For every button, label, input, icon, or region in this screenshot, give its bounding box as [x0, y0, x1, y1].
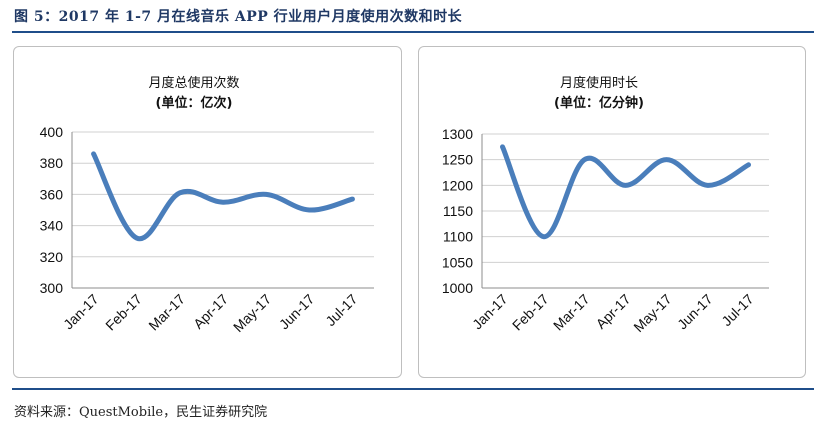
x-tick-label: Jul-17: [718, 291, 756, 329]
x-tick-label: May-17: [230, 291, 274, 335]
plot-area: 300 320 340 360 380 400 Jan-17 Feb-17 Mar-17 Apr-…: [40, 124, 374, 335]
x-tick-label: Feb-17: [509, 291, 552, 334]
x-tick-label: Mar-17: [550, 291, 593, 334]
top-rule: [12, 31, 814, 33]
chart-title: 月度使用时长: [560, 75, 638, 91]
x-tick-label: Apr-17: [593, 291, 634, 332]
y-tick-label: 1250: [442, 152, 473, 168]
chart-subtitle: (单位：亿分钟): [554, 95, 644, 111]
x-tick-label: Apr-17: [190, 291, 231, 332]
y-tick-label: 320: [40, 249, 64, 265]
y-tick-label: 1300: [442, 126, 473, 142]
x-tick-label: Feb-17: [102, 291, 145, 334]
figure-title: 图 5：2017 年 1-7 月在线音乐 APP 行业用户月度使用次数和时长: [14, 9, 463, 25]
chart-title: 月度总使用次数: [148, 75, 239, 91]
chart-panel-usage-duration: 月度使用时长 (单位：亿分钟) 1000 1050 1100 1150 1200 1250…: [418, 46, 806, 378]
source-note: 资料来源：QuestMobile，民生证券研究院: [14, 405, 268, 420]
x-tick-label: Jun-17: [674, 291, 716, 333]
x-tick-label: Jul-17: [322, 291, 360, 329]
y-tick-label: 1150: [443, 203, 473, 219]
y-tick-label: 400: [40, 124, 64, 140]
y-tick-label: 340: [40, 218, 64, 234]
x-tick-label: May-17: [630, 291, 674, 335]
y-tick-label: 300: [40, 280, 64, 296]
y-tick-label: 1050: [442, 254, 473, 270]
chart-usage-count: 月度总使用次数 (单位：亿次) 300 320 340 360 380 400 Jan-17…: [40, 75, 374, 335]
y-tick-label: 1200: [442, 177, 473, 193]
x-tick-label: Jun-17: [276, 291, 318, 333]
y-tick-label: 360: [40, 186, 64, 202]
x-tick-label: Jan-17: [469, 291, 511, 333]
plot-area: 1000 1050 1100 1150 1200 1250 1300 Jan-17Feb-17…: [442, 126, 769, 335]
x-tick-label: Jan-17: [60, 291, 102, 333]
y-tick-label: 380: [40, 155, 64, 171]
x-tick-label: Mar-17: [145, 291, 188, 334]
y-tick-label: 1000: [442, 280, 473, 296]
chart-panel-usage-count: 月度总使用次数 (单位：亿次) 300 320 340 360 380 400 Jan-17…: [13, 46, 402, 378]
series-line: [500, 144, 751, 240]
y-tick-label: 1100: [443, 229, 473, 245]
chart-subtitle: (单位：亿次): [156, 95, 233, 111]
chart-usage-duration: 月度使用时长 (单位：亿分钟) 1000 1050 1100 1150 1200 1250…: [442, 75, 769, 335]
bottom-rule: [12, 388, 814, 390]
